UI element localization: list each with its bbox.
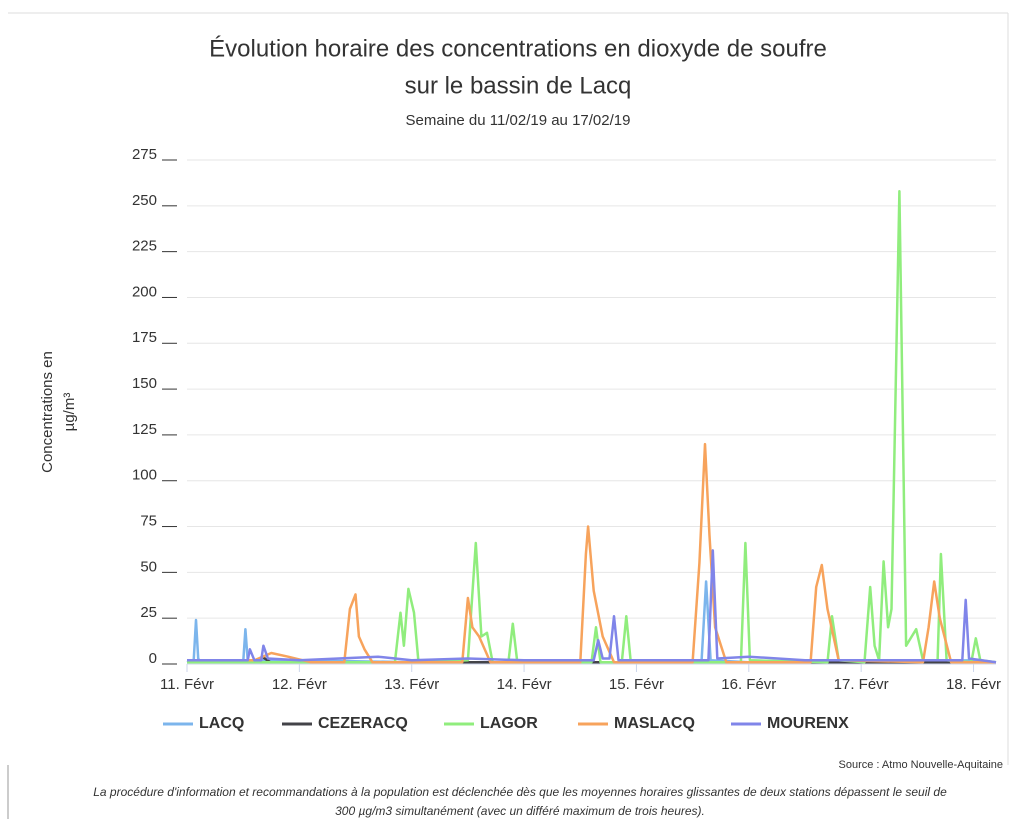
- y-tick-label: 125: [132, 421, 157, 438]
- source: Source : Atmo Nouvelle-Aquitaine: [839, 759, 1003, 771]
- y-axis-label: µg/m³: [61, 393, 78, 432]
- x-tick-label: 16. Févr: [721, 676, 776, 693]
- y-tick-label: 150: [132, 375, 157, 392]
- legend-label: MOURENX: [767, 715, 849, 732]
- footnote: La procédure d'information et recommanda…: [93, 785, 947, 799]
- y-tick-label: 200: [132, 283, 157, 300]
- legend-label: MASLACQ: [614, 715, 695, 732]
- chart-title: sur le bassin de Lacq: [405, 72, 632, 99]
- y-tick-label: 50: [140, 558, 157, 575]
- series-line: [187, 442, 996, 664]
- chart-title: Évolution horaire des concentrations en …: [209, 35, 827, 62]
- legend-label: LACQ: [199, 715, 244, 732]
- y-tick-label: 25: [140, 604, 157, 621]
- x-tick-label: 11. Févr: [160, 676, 214, 693]
- x-tick-label: 17. Févr: [834, 676, 889, 693]
- x-tick-label: 14. Févr: [497, 676, 552, 693]
- y-tick-label: 225: [132, 238, 157, 255]
- chart-subtitle: Semaine du 11/02/19 au 17/02/19: [406, 112, 631, 129]
- y-tick-label: 0: [149, 650, 157, 667]
- y-tick-label: 75: [140, 513, 157, 530]
- legend-label: CEZERACQ: [318, 715, 408, 732]
- x-tick-label: 15. Févr: [609, 676, 664, 693]
- x-tick-label: 12. Févr: [272, 676, 327, 693]
- x-tick-label: 13. Févr: [384, 676, 439, 693]
- y-axis-label: Concentrations en: [39, 351, 56, 473]
- y-tick-label: 175: [132, 329, 157, 346]
- series-line: [187, 189, 997, 664]
- y-tick-label: 250: [132, 192, 157, 209]
- footnote: 300 µg/m3 simultanément (avec un différé…: [335, 804, 705, 818]
- x-tick-label: 18. Févr: [946, 676, 1001, 693]
- series-line: [187, 549, 997, 664]
- y-tick-label: 100: [132, 467, 157, 484]
- legend-label: LAGOR: [480, 715, 538, 732]
- y-tick-label: 275: [132, 146, 157, 163]
